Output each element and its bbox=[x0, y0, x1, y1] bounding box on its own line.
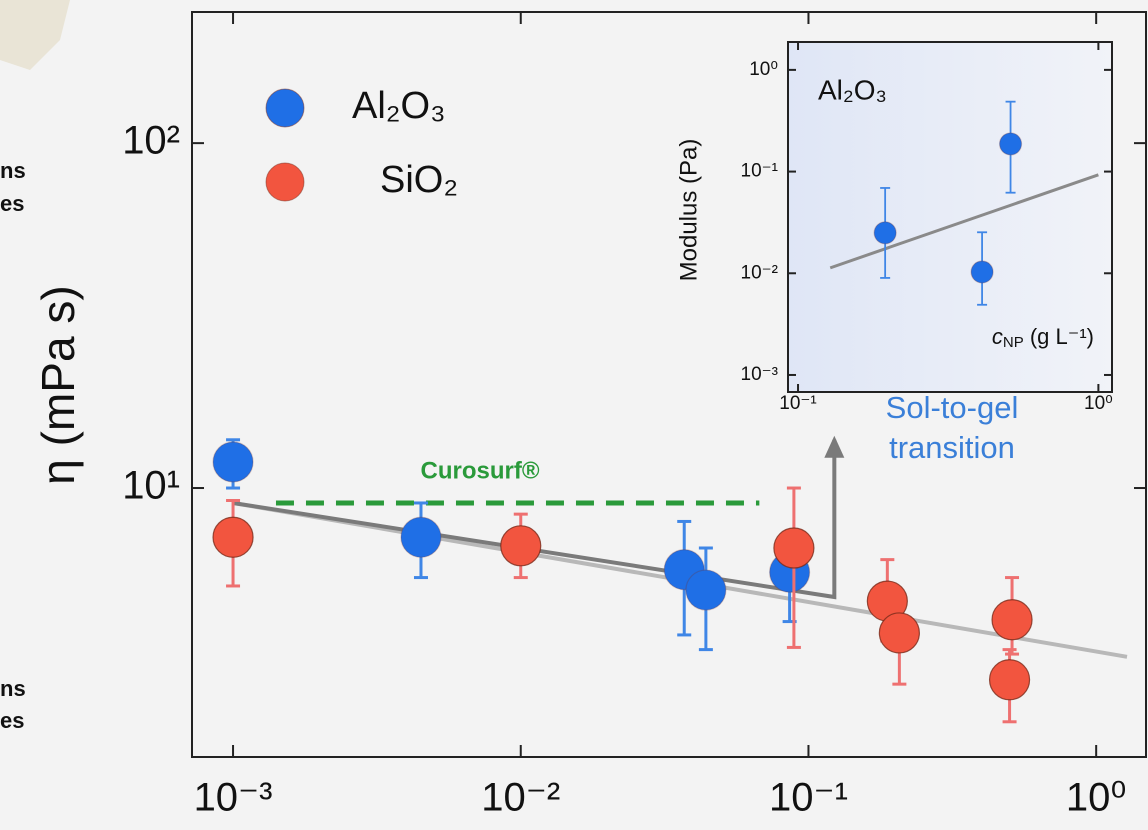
data-point bbox=[501, 526, 541, 566]
fragment-text: ns bbox=[0, 676, 26, 701]
y-axis-label: η (mPa s) bbox=[32, 285, 84, 484]
legend-marker bbox=[266, 163, 304, 201]
chart: ns es ns es η (mPa s) Curosurf® Sol-to-g… bbox=[0, 0, 1148, 830]
x-tick-label: 10⁻³ bbox=[194, 776, 273, 820]
x-tick-label: 10⁻¹ bbox=[769, 776, 848, 820]
line-label: Curosurf® bbox=[420, 457, 539, 484]
y-tick-label: 10⁻² bbox=[741, 262, 779, 283]
data-point bbox=[401, 517, 441, 557]
fragment-text: es bbox=[0, 708, 24, 733]
y-tick-label: 10⁰ bbox=[749, 59, 778, 80]
legend-label: Al₂O₃ bbox=[352, 85, 446, 127]
data-point bbox=[879, 613, 919, 653]
data-point bbox=[990, 660, 1030, 700]
data-point bbox=[992, 600, 1032, 640]
data-point bbox=[971, 261, 993, 283]
x-tick-label: 10⁰ bbox=[1084, 393, 1113, 414]
label-subscript: NP bbox=[1003, 334, 1024, 351]
legend-marker bbox=[266, 89, 304, 127]
y-tick-label: 10⁻¹ bbox=[741, 161, 779, 182]
inset-y-axis-label: Modulus (Pa) bbox=[675, 139, 702, 282]
x-tick-label: 10⁻¹ bbox=[779, 393, 817, 414]
data-point bbox=[774, 528, 814, 568]
x-tick-label: 10⁰ bbox=[1066, 776, 1127, 820]
fragment-text: ns bbox=[0, 158, 26, 183]
inset-title: Al₂O₃ bbox=[818, 74, 887, 105]
label-symbol: c bbox=[992, 324, 1003, 349]
data-point bbox=[213, 517, 253, 557]
annotation: transition bbox=[889, 430, 1015, 465]
data-point bbox=[213, 442, 253, 482]
fragment-text: es bbox=[0, 191, 24, 216]
label-unit: (g L⁻¹) bbox=[1024, 324, 1094, 349]
data-point bbox=[1000, 133, 1022, 155]
y-tick-label: 10⁻³ bbox=[741, 364, 779, 385]
page: {"chart_data": [ {"type": "scatter", "xs… bbox=[0, 0, 1148, 830]
legend-label: SiO₂ bbox=[380, 159, 458, 201]
y-tick-label: 10¹ bbox=[122, 464, 180, 508]
data-point bbox=[686, 570, 726, 610]
data-point bbox=[874, 222, 896, 244]
x-tick-label: 10⁻² bbox=[481, 776, 560, 820]
annotation: Sol-to-gel bbox=[886, 390, 1019, 425]
y-tick-label: 10² bbox=[122, 119, 180, 163]
